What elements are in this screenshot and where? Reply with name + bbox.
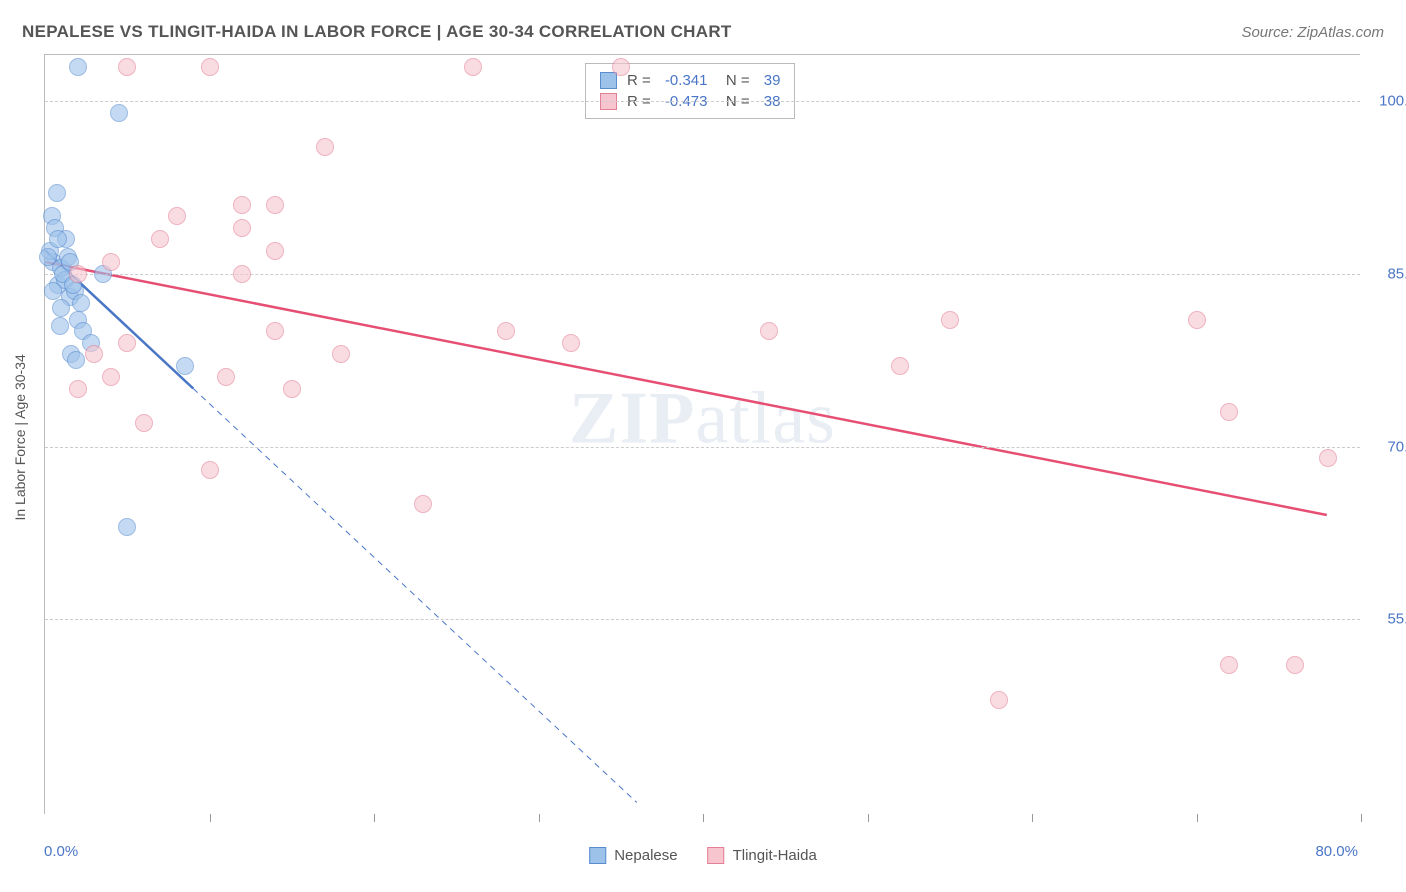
series-legend-item: Nepalese <box>589 847 677 864</box>
trend-lines-svg <box>45 55 1360 814</box>
scatter-point <box>266 322 284 340</box>
scatter-point <box>497 322 515 340</box>
scatter-point <box>760 322 778 340</box>
x-tick <box>539 814 540 822</box>
scatter-point <box>85 345 103 363</box>
scatter-point <box>151 230 169 248</box>
scatter-point <box>49 230 67 248</box>
scatter-point <box>1220 656 1238 674</box>
x-tick <box>703 814 704 822</box>
scatter-point <box>201 58 219 76</box>
scatter-point <box>39 248 57 266</box>
x-tick <box>374 814 375 822</box>
scatter-point <box>414 495 432 513</box>
x-tick <box>1361 814 1362 822</box>
scatter-point <box>110 104 128 122</box>
scatter-point <box>1220 403 1238 421</box>
series-legend-item: Tlingit-Haida <box>708 847 817 864</box>
scatter-point <box>217 368 235 386</box>
scatter-point <box>233 219 251 237</box>
scatter-point <box>233 196 251 214</box>
x-axis-max-label: 80.0% <box>1315 843 1358 860</box>
scatter-point <box>69 58 87 76</box>
scatter-point <box>283 380 301 398</box>
y-tick-label: 100.0% <box>1370 93 1406 110</box>
scatter-point <box>44 282 62 300</box>
scatter-point <box>69 380 87 398</box>
r-value: -0.341 <box>665 72 708 89</box>
scatter-point <box>266 242 284 260</box>
n-value: 39 <box>764 72 781 89</box>
scatter-point <box>990 691 1008 709</box>
r-label: R = <box>627 72 655 89</box>
legend-swatch <box>589 847 606 864</box>
x-tick <box>210 814 211 822</box>
x-axis-min-label: 0.0% <box>44 843 78 860</box>
series-legend: Nepalese Tlingit-Haida <box>589 847 817 864</box>
y-tick-label: 55.0% <box>1370 611 1406 628</box>
scatter-point <box>266 196 284 214</box>
scatter-point <box>1188 311 1206 329</box>
scatter-point <box>332 345 350 363</box>
scatter-point <box>941 311 959 329</box>
scatter-point <box>52 299 70 317</box>
scatter-point <box>891 357 909 375</box>
y-tick-label: 70.0% <box>1370 438 1406 455</box>
legend-swatch <box>708 847 725 864</box>
scatter-point <box>233 265 251 283</box>
gridline <box>45 447 1360 448</box>
series-legend-label: Tlingit-Haida <box>733 847 817 864</box>
gridline <box>45 619 1360 620</box>
gridline <box>45 101 1360 102</box>
scatter-point <box>48 184 66 202</box>
legend-swatch <box>600 72 617 89</box>
scatter-point <box>201 461 219 479</box>
n-label: N = <box>717 72 753 89</box>
x-tick <box>868 814 869 822</box>
scatter-point <box>1286 656 1304 674</box>
scatter-point <box>72 294 90 312</box>
scatter-point <box>102 253 120 271</box>
correlation-legend-row: R = -0.341 N = 39 <box>600 70 780 91</box>
scatter-point <box>135 414 153 432</box>
scatter-point <box>562 334 580 352</box>
x-tick <box>1197 814 1198 822</box>
chart-container: NEPALESE VS TLINGIT-HAIDA IN LABOR FORCE… <box>0 0 1406 892</box>
scatter-point <box>316 138 334 156</box>
y-tick-label: 85.0% <box>1370 265 1406 282</box>
x-tick <box>1032 814 1033 822</box>
scatter-point <box>464 58 482 76</box>
chart-title: NEPALESE VS TLINGIT-HAIDA IN LABOR FORCE… <box>22 22 732 42</box>
scatter-point <box>118 58 136 76</box>
series-legend-label: Nepalese <box>614 847 677 864</box>
y-axis-label: In Labor Force | Age 30-34 <box>12 354 28 520</box>
scatter-point <box>168 207 186 225</box>
scatter-point <box>118 518 136 536</box>
scatter-point <box>176 357 194 375</box>
scatter-point <box>118 334 136 352</box>
scatter-point <box>69 265 87 283</box>
scatter-point <box>612 58 630 76</box>
plot-area: ZIPatlas R = -0.341 N = 39R = -0.473 N =… <box>44 54 1360 814</box>
scatter-point <box>1319 449 1337 467</box>
scatter-point <box>102 368 120 386</box>
scatter-point <box>67 351 85 369</box>
scatter-point <box>51 317 69 335</box>
source-attribution: Source: ZipAtlas.com <box>1241 24 1384 41</box>
